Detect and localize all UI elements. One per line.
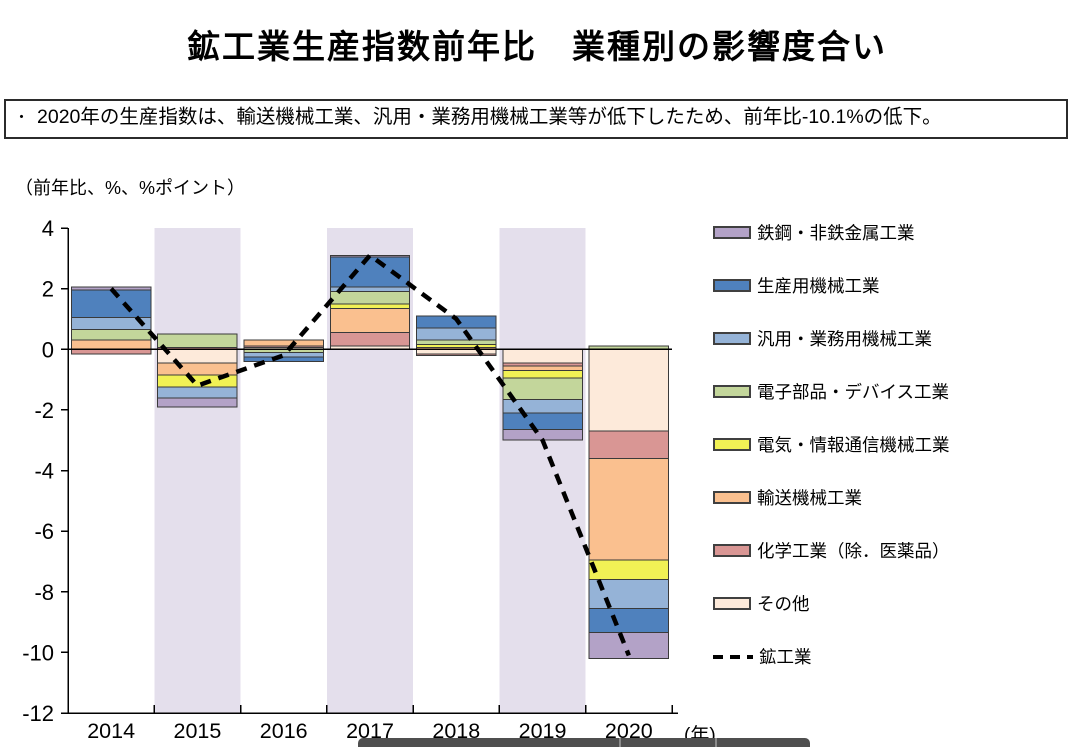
legend-label: 電子部品・デバイス工業	[757, 382, 949, 402]
bar-segment	[416, 339, 497, 346]
legend-swatch	[713, 597, 751, 610]
bar-segment	[157, 362, 238, 376]
x-axis-label: 2015	[174, 719, 222, 743]
legend-label: 化学工業（除．医薬品）	[757, 541, 950, 561]
legend-label: その他	[757, 594, 810, 614]
legend-item-line: 鉱工業	[713, 646, 950, 667]
bar-segment	[588, 348, 670, 432]
chart-legend: 鉄鋼・非鉄金属工業 生産用機械工業汎用・業務用機械工業 電子部品・デバイス工業 電気・…	[713, 222, 950, 699]
scrollbar-thumb[interactable]	[358, 738, 810, 747]
bar-segment	[588, 430, 670, 459]
y-axis-unit-label: （前年比、%、%ポイント）	[15, 178, 246, 198]
y-tick-label: 0	[42, 337, 54, 362]
bar-segment	[243, 339, 324, 347]
legend-item: その他	[713, 593, 950, 614]
legend-item: 生産用機械工業	[713, 275, 950, 296]
bar-segment	[588, 559, 670, 581]
legend-label: 汎用・業務用機械工業	[757, 329, 932, 349]
y-tick-label: -10	[22, 640, 54, 665]
y-tick-label: 2	[42, 277, 54, 302]
legend-item: 輸送機械工業	[713, 487, 950, 508]
bar-segment	[157, 397, 238, 408]
highlight-band-2015	[154, 228, 241, 713]
scrollbar-separator	[715, 738, 717, 747]
legend-label: 電気・情報通信機械工業	[757, 435, 950, 455]
bar-segment	[329, 307, 411, 334]
bar-segment	[502, 377, 583, 400]
legend-item: 電子部品・デバイス工業	[713, 381, 950, 402]
legend-label: 輸送機械工業	[757, 488, 862, 508]
note-bullet: ・	[14, 109, 30, 126]
bar-segment	[70, 329, 152, 341]
highlight-band-2019	[499, 228, 586, 713]
x-axis-label: 2014	[87, 719, 135, 743]
bar-segment	[243, 351, 324, 358]
iip-total-line	[109, 252, 631, 657]
x-axis-label: 2016	[260, 719, 308, 743]
dashed-line-marker	[713, 654, 753, 659]
y-tick-label: -2	[34, 398, 54, 423]
bar-segment	[329, 332, 411, 347]
bar-segment	[502, 369, 583, 379]
legend-swatch	[713, 279, 751, 292]
summary-note-box: ・ 2020年の生産指数は、輸送機械工業、汎用・業務用機械工業等が低下したため、…	[4, 99, 1068, 139]
bar-segment	[588, 457, 670, 561]
scrollbar-separator	[619, 738, 621, 747]
legend-swatch	[713, 226, 751, 239]
bar-segment	[502, 348, 583, 364]
bar-segment	[416, 353, 497, 356]
bar-segment	[502, 412, 583, 431]
legend-item: 汎用・業務用機械工業	[713, 328, 950, 349]
bar-segment	[329, 303, 411, 309]
legend-label: 鉱工業	[759, 647, 812, 667]
bar-segment	[70, 289, 152, 318]
page-title: 鉱工業生産指数前年比 業種別の影響度合い	[187, 28, 887, 65]
legend-item: 鉄鋼・非鉄金属工業	[713, 222, 950, 243]
bar-segment	[329, 291, 411, 305]
legend-swatch	[713, 332, 751, 345]
note-text: 2020年の生産指数は、輸送機械工業、汎用・業務用機械工業等が低下したため、前年…	[37, 106, 942, 128]
legend-item: 化学工業（除．医薬品）	[713, 540, 950, 561]
bar-segment	[157, 333, 238, 349]
y-tick-label: -8	[34, 580, 54, 605]
y-tick-label: -12	[22, 701, 54, 726]
y-tick-label: -6	[34, 519, 54, 544]
legend-item: 電気・情報通信機械工業	[713, 434, 950, 455]
legend-swatch	[713, 491, 751, 504]
legend-label: 鉄鋼・非鉄金属工業	[757, 223, 915, 243]
legend-swatch	[713, 385, 751, 398]
bar-segment	[157, 386, 238, 399]
bar-segment	[70, 339, 152, 350]
legend-label: 生産用機械工業	[757, 276, 880, 296]
bar-segment	[502, 365, 583, 371]
bar-segment	[416, 327, 497, 341]
y-tick-label: 4	[42, 216, 54, 241]
bar-segment	[243, 356, 324, 362]
bar-segment	[329, 256, 411, 288]
legend-swatch	[713, 544, 751, 557]
y-tick-label: -4	[34, 459, 54, 484]
legend-swatch	[713, 438, 751, 451]
bar-segment	[588, 607, 670, 634]
